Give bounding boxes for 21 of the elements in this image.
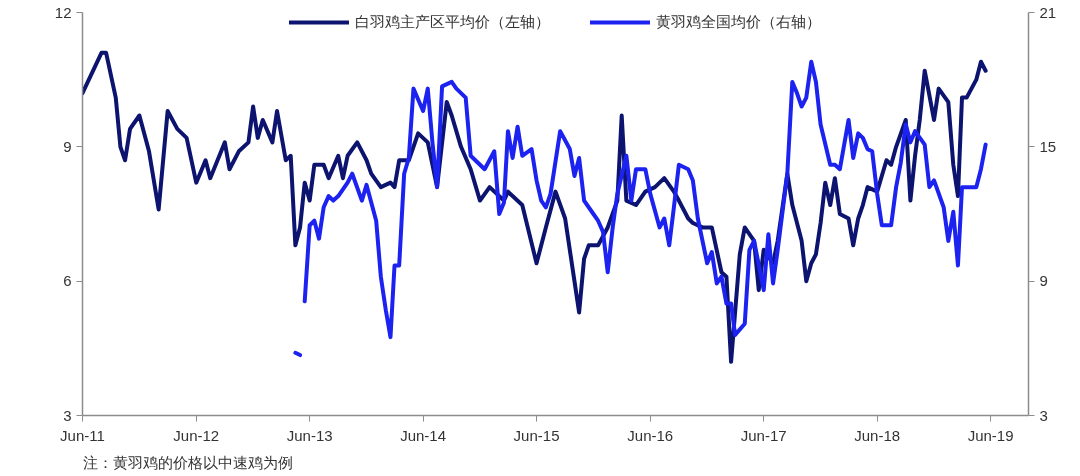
x-tick-label: Jun-19 <box>967 426 1014 444</box>
x-tick-label: Jun-17 <box>740 426 787 444</box>
legend-label: 白羽鸡主产区平均价（左轴） <box>355 12 550 32</box>
x-tick-label: Jun-14 <box>400 426 447 444</box>
x-tick-label: Jun-13 <box>286 426 333 444</box>
y-tick-label: 3 <box>63 406 72 424</box>
line-series <box>82 50 988 364</box>
y2-tick-label: 9 <box>1039 272 1048 290</box>
x-tick-label: Jun-15 <box>513 426 560 444</box>
y2-tick-label: 21 <box>1039 3 1057 21</box>
y2-tick-label: 15 <box>1039 137 1057 155</box>
legend-label: 黄羽鸡全国均价（右轴） <box>656 12 821 32</box>
x-tick-label: Jun-12 <box>173 426 220 444</box>
x-tick-label: Jun-11 <box>60 426 105 444</box>
y-tick-label: 12 <box>54 3 72 21</box>
y-tick-label: 9 <box>63 137 72 155</box>
x-tick-label: Jun-16 <box>627 426 674 444</box>
x-tick-label: Jun-18 <box>854 426 901 444</box>
y2-tick-label: 3 <box>1039 406 1048 424</box>
y-tick-label: 6 <box>63 272 72 290</box>
text: 注：黄羽鸡的价格以中速鸡为例 <box>82 453 293 472</box>
